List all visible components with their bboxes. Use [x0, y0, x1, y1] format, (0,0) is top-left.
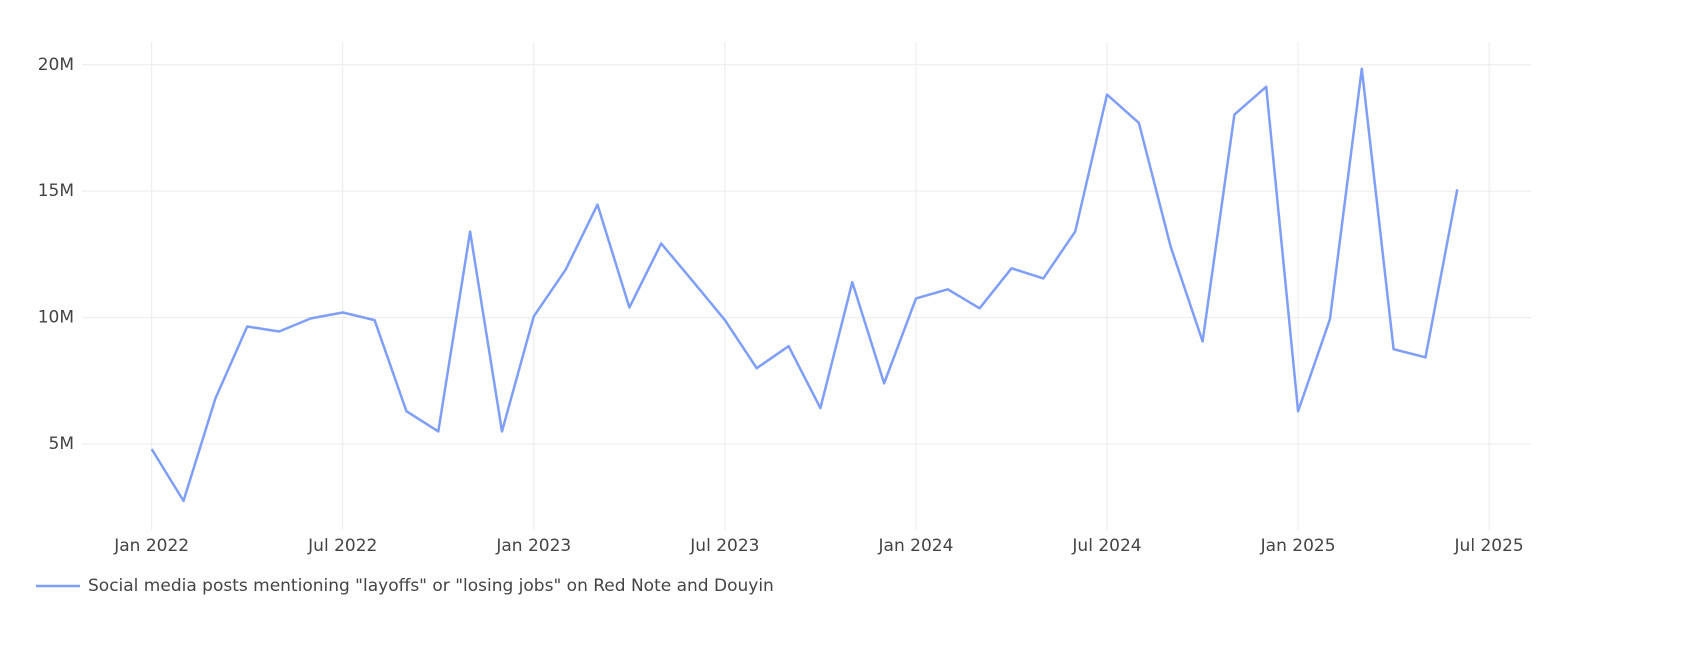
x-tick-label: Jul 2023 — [689, 536, 759, 556]
y-tick-label: 10M — [38, 308, 74, 328]
x-tick-label: Jul 2024 — [1071, 536, 1141, 556]
x-tick-label: Jan 2024 — [878, 536, 954, 556]
x-tick-label: Jan 2025 — [1260, 536, 1336, 556]
data-line — [150, 67, 1459, 503]
y-tick-label: 20M — [38, 55, 74, 75]
y-tick-label: 15M — [38, 181, 74, 201]
legend-label: Social media posts mentioning "layoffs" … — [88, 576, 774, 596]
x-tick-label: Jul 2025 — [1454, 536, 1524, 556]
x-tick-label: Jul 2022 — [307, 536, 377, 556]
x-tick-label: Jan 2023 — [495, 536, 571, 556]
x-tick-label: Jan 2022 — [113, 536, 189, 556]
y-tick-label: 5M — [49, 434, 74, 454]
